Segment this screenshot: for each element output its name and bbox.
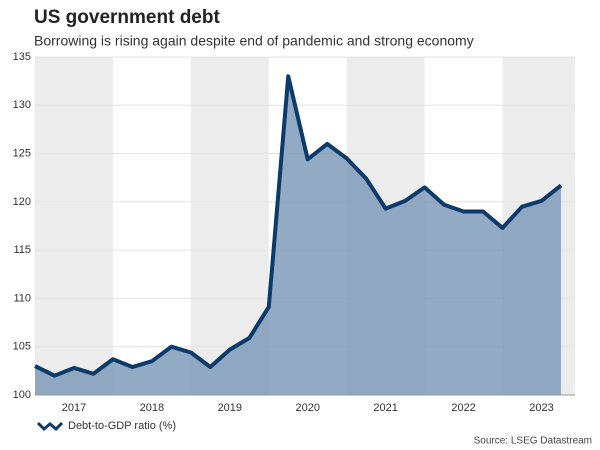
x-tick-label: 2017 [62, 402, 86, 414]
y-tick-label: 125 [13, 147, 31, 159]
source: Source: LSEG Datastream [474, 436, 592, 447]
legend-label: Debt-to-GDP ratio (%) [68, 420, 176, 432]
y-tick-label: 115 [13, 244, 31, 256]
area [35, 76, 561, 396]
y-tick-label: 105 [13, 341, 31, 353]
y-tick-label: 120 [13, 196, 31, 208]
legend-swatch [36, 421, 64, 432]
x-tick-label: 2019 [218, 402, 242, 414]
y-tick-label: 100 [13, 389, 31, 401]
y-tick-label: 110 [13, 292, 31, 304]
chart-subtitle: Borrowing is rising again despite end of… [34, 33, 474, 49]
chart-title: US government debt [34, 7, 220, 28]
x-tick-label: 2023 [529, 402, 553, 414]
line [34, 74, 563, 378]
x-tick-label: 2021 [373, 402, 397, 414]
year-band [35, 57, 113, 395]
x-tick-label: 2018 [140, 402, 164, 414]
y-tick-label: 135 [13, 51, 31, 63]
x-tick-label: 2020 [295, 402, 319, 414]
y-tick-label: 130 [13, 99, 31, 111]
x-tick-label: 2022 [451, 402, 475, 414]
